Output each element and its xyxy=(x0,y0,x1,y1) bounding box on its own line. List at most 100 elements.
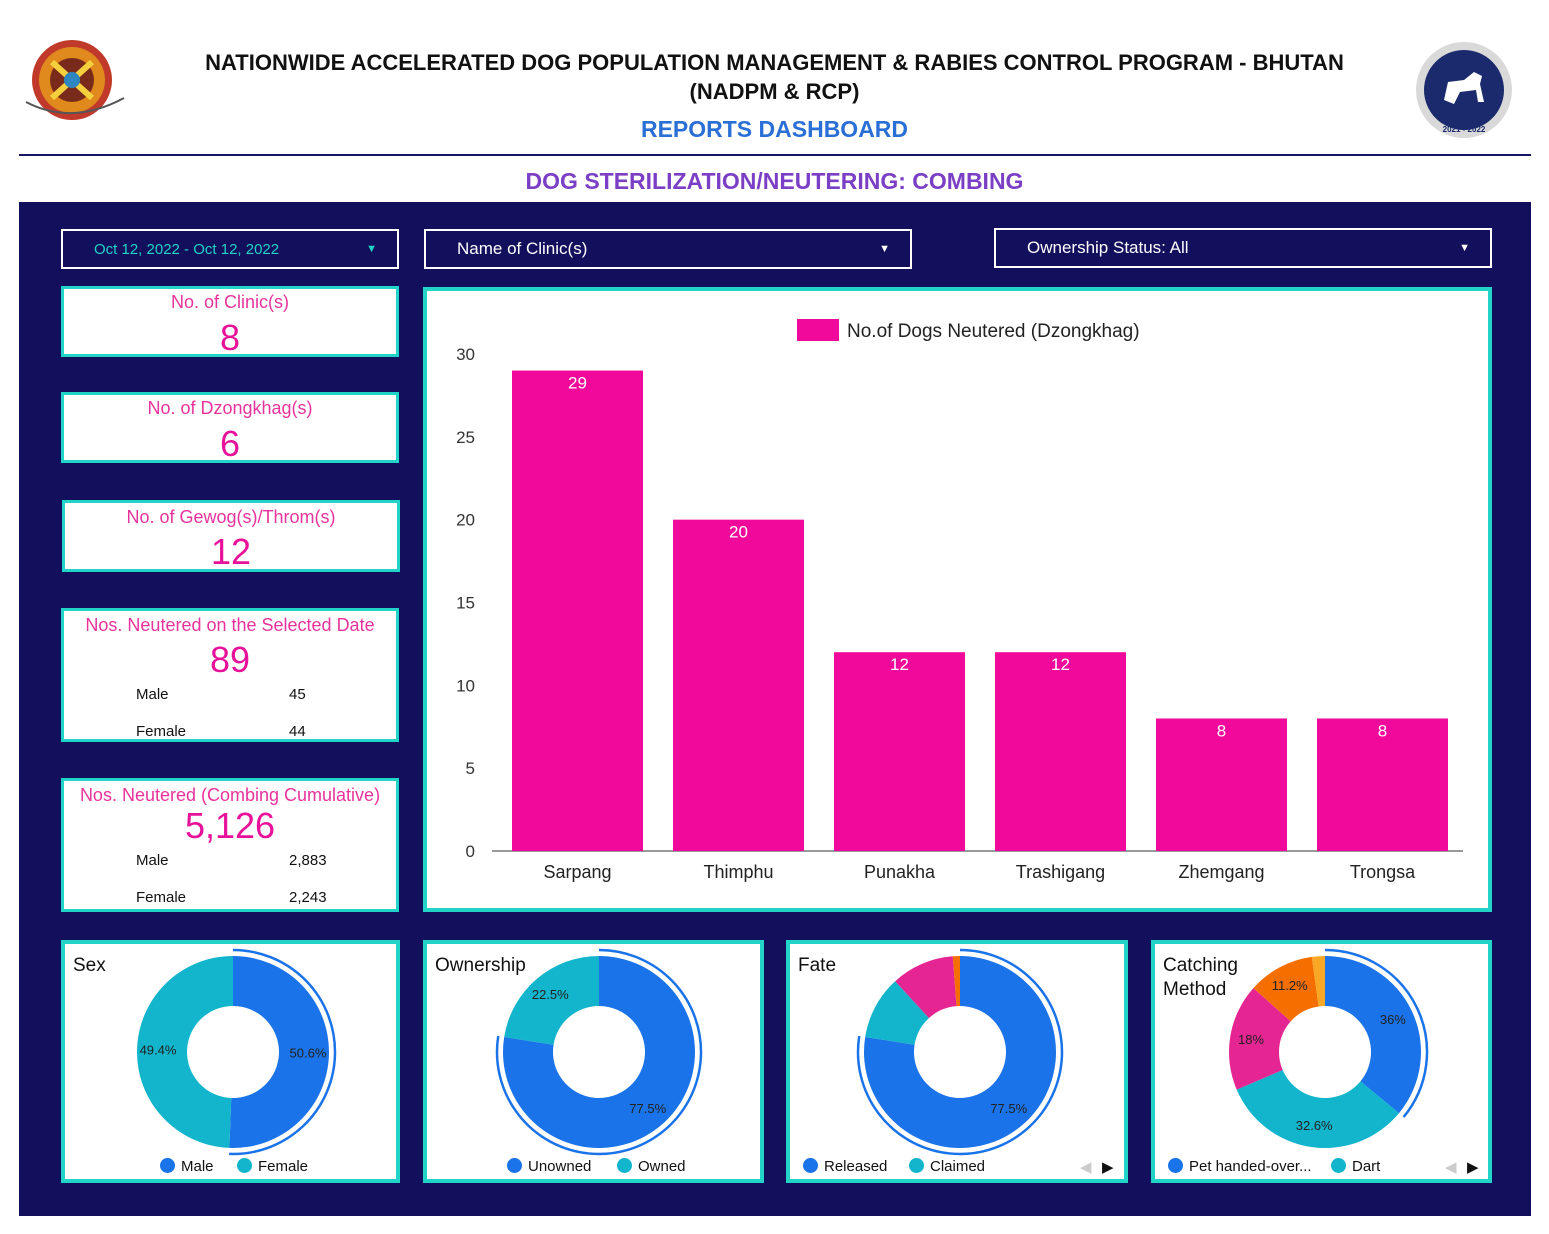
female-value: 44 xyxy=(289,723,306,740)
legend-dot xyxy=(1331,1158,1346,1173)
pie-card-fate: Fate 77.5% Released Claimed ◀ ▶ xyxy=(786,940,1128,1183)
nadpm-logo: 2021 - 2022 xyxy=(1414,42,1516,140)
kpi-selected-date: Nos. Neutered on the Selected Date 89 Ma… xyxy=(61,608,399,742)
y-tick-label: 20 xyxy=(456,511,475,530)
legend-prev-icon[interactable]: ◀ xyxy=(1445,1159,1457,1176)
bar-chart-card: No.of Dogs Neutered (Dzongkhag) 0 5 10 15 20 2… xyxy=(423,287,1492,912)
legend-item[interactable]: Unowned xyxy=(507,1158,591,1175)
pie-card-ownership: Ownership 77.5% 22.5% Unowned Owned xyxy=(423,940,764,1183)
pie-slice xyxy=(229,956,329,1148)
pie-slice xyxy=(1325,956,1421,1114)
slice-label: 50.6% xyxy=(290,1045,327,1060)
slice-label: 36% xyxy=(1380,1012,1406,1027)
female-label: Female xyxy=(136,723,187,740)
y-tick-label: 25 xyxy=(456,428,475,447)
legend-dot xyxy=(160,1158,175,1173)
female-label: Female xyxy=(136,889,187,906)
bar xyxy=(834,652,965,851)
y-tick-label: 5 xyxy=(466,759,475,778)
pie-slice xyxy=(865,981,929,1045)
legend-dot xyxy=(803,1158,818,1173)
bar-data-label: 8 xyxy=(1378,721,1387,740)
legend-item[interactable]: Dart xyxy=(1331,1158,1380,1175)
kpi-value: 89 xyxy=(209,639,251,680)
bar xyxy=(1317,718,1448,851)
bar xyxy=(512,370,643,851)
legend-dot xyxy=(507,1158,522,1173)
kpi-label: Nos. Neutered on the Selected Date xyxy=(85,615,375,635)
ownership-filter-label: Ownership Status: All xyxy=(1027,238,1189,257)
pie-slice xyxy=(504,956,599,1045)
legend-next-icon[interactable]: ▶ xyxy=(1467,1159,1479,1176)
legend-dot xyxy=(909,1158,924,1173)
kpi-cumulative: Nos. Neutered (Combing Cumulative) 5,126… xyxy=(61,778,399,912)
male-label: Male xyxy=(136,852,169,869)
logo-years: 2021 - 2022 xyxy=(1443,125,1486,134)
bar-data-label: 12 xyxy=(1051,655,1070,674)
female-value: 2,243 xyxy=(289,889,327,906)
pie-slice xyxy=(1236,1070,1399,1148)
legend-swatch xyxy=(797,319,839,341)
legend-label: No.of Dogs Neutered (Dzongkhag) xyxy=(847,321,1140,342)
clinic-filter[interactable]: Name of Clinic(s) ▼ xyxy=(424,229,912,269)
x-tick-label: Zhemgang xyxy=(1178,862,1264,882)
kpi-value: 8 xyxy=(219,317,241,358)
bar xyxy=(995,652,1126,851)
chevron-down-icon: ▼ xyxy=(879,243,890,255)
slice-label: 49.4% xyxy=(140,1043,177,1058)
legend-next-icon[interactable]: ▶ xyxy=(1102,1159,1114,1176)
date-range-value: Oct 12, 2022 - Oct 12, 2022 xyxy=(94,241,280,258)
legend-item[interactable]: Owned xyxy=(617,1158,686,1175)
bar-data-label: 8 xyxy=(1217,721,1226,740)
pie-slice xyxy=(1253,956,1319,1022)
legend-prev-icon[interactable]: ◀ xyxy=(1080,1159,1092,1176)
kpi-gewogs: No. of Gewog(s)/Throm(s) 12 xyxy=(62,500,400,572)
male-value: 2,883 xyxy=(289,852,327,869)
pie-title: Ownership xyxy=(435,955,526,976)
kpi-label: No. of Dzongkhag(s) xyxy=(147,398,313,418)
slice-label: 22.5% xyxy=(532,987,569,1002)
pie-chart-catching-method: 36% 32.6% 18% 11.2% xyxy=(1229,948,1429,1148)
pie-slice xyxy=(1311,956,1325,1007)
pie-slice xyxy=(864,956,1056,1148)
y-tick-label: 15 xyxy=(456,594,475,613)
bar-chart: No.of Dogs Neutered (Dzongkhag) 0 5 10 15 20 2… xyxy=(456,319,1463,882)
clinic-filter-label: Name of Clinic(s) xyxy=(457,239,588,258)
bar xyxy=(673,519,804,851)
slice-label: 11.2% xyxy=(1272,978,1308,993)
legend-dot xyxy=(237,1158,252,1173)
bar-data-label: 12 xyxy=(890,655,909,674)
bar-data-label: 29 xyxy=(568,374,587,393)
bhutan-emblem-logo xyxy=(22,40,127,126)
ownership-filter[interactable]: Ownership Status: All ▼ xyxy=(994,228,1492,268)
legend-item[interactable]: Released xyxy=(803,1158,887,1175)
pie-slice xyxy=(895,956,957,1019)
legend-item[interactable]: Male xyxy=(160,1158,214,1175)
slice-label: 77.5% xyxy=(990,1101,1027,1116)
pie-slice xyxy=(503,956,695,1148)
date-range-filter[interactable]: Oct 12, 2022 - Oct 12, 2022 ▼ xyxy=(61,229,399,269)
x-tick-label: Trashigang xyxy=(1016,862,1105,882)
male-value: 45 xyxy=(289,686,306,703)
pie-title: Catching Method xyxy=(1163,955,1238,1000)
kpi-dzongkhags: No. of Dzongkhag(s) 6 xyxy=(61,392,399,464)
page-subtitle: REPORTS DASHBOARD xyxy=(640,116,909,142)
legend-item[interactable]: Pet handed-over... xyxy=(1168,1158,1312,1175)
pie-title: Sex xyxy=(73,955,106,976)
kpi-value: 12 xyxy=(210,531,252,572)
kpi-label: No. of Gewog(s)/Throm(s) xyxy=(126,507,336,527)
pie-chart-fate: 77.5% xyxy=(856,948,1064,1156)
y-tick-label: 0 xyxy=(466,842,475,861)
pie-title: Fate xyxy=(798,955,837,976)
pie-card-sex: Sex 50.6% 49.4% Male Female xyxy=(61,940,400,1183)
x-tick-label: Sarpang xyxy=(543,862,611,882)
kpi-label: No. of Clinic(s) xyxy=(170,292,290,312)
legend-item[interactable]: Female xyxy=(237,1158,308,1175)
kpi-value: 6 xyxy=(219,423,241,464)
legend-dot xyxy=(617,1158,632,1173)
chart-legend: No.of Dogs Neutered (Dzongkhag) xyxy=(797,319,1140,342)
x-tick-label: Thimphu xyxy=(703,862,773,882)
slice-highlight-arc xyxy=(856,948,1064,1156)
legend-item[interactable]: Claimed xyxy=(909,1158,985,1175)
slice-highlight-arc xyxy=(1324,948,1429,1118)
